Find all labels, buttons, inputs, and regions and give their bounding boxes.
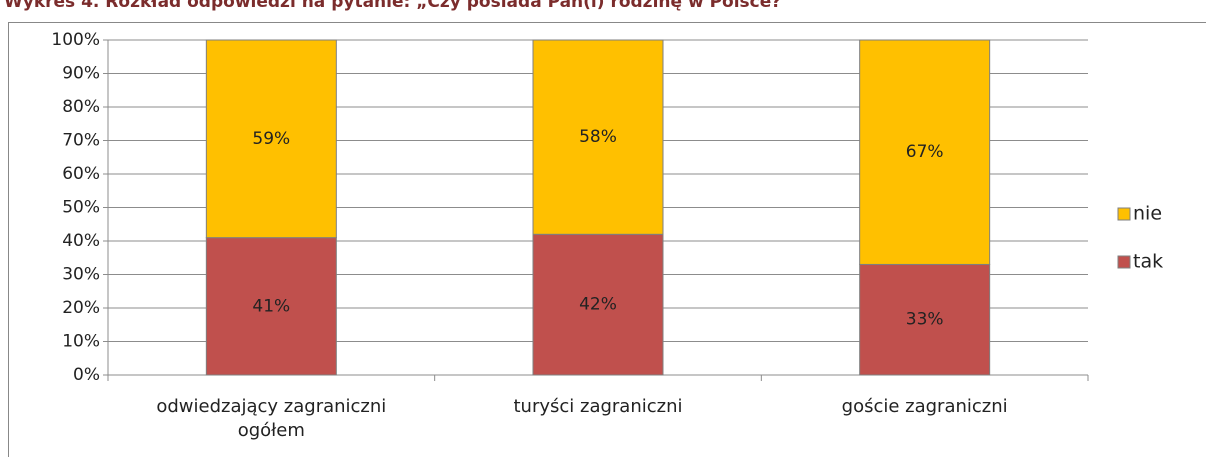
y-tick-label: 40% [62,231,100,251]
x-tick-label: turyści zagraniczni [513,396,683,417]
y-tick-label: 60% [62,164,100,184]
bar-segment [859,39,991,265]
bar-segment [859,263,991,376]
x-tick-label: odwiedzający zagraniczni ogółem [156,396,387,441]
y-tick-label: 80% [62,97,100,117]
data-label: 42% [579,295,617,315]
y-tick-label: 100% [51,30,100,50]
bar-segment [205,39,337,239]
bar-segment [205,237,337,376]
y-tick-label: 50% [62,198,100,218]
y-tick-label: 0% [73,365,100,385]
data-label: 59% [252,129,290,149]
data-label: 67% [906,142,944,162]
y-tick-label: 70% [62,131,100,151]
bar-segment [532,233,664,376]
data-label: 33% [906,310,944,330]
chart-title: Wykres 4. Rozkład odpowiedzi na pytanie:… [4,0,792,12]
legend-swatch [1117,255,1131,269]
legend-swatch [1117,207,1131,221]
y-tick-label: 90% [62,64,100,84]
legend-label: tak [1133,251,1163,273]
data-label: 58% [579,127,617,147]
legend-label: nie [1133,203,1162,225]
bar-segment [532,39,664,235]
y-tick-label: 20% [62,298,100,318]
y-tick-label: 10% [62,332,100,352]
y-tick-label: 30% [62,265,100,285]
x-tick-label: goście zagraniczni [841,396,1008,417]
data-label: 41% [252,296,290,316]
